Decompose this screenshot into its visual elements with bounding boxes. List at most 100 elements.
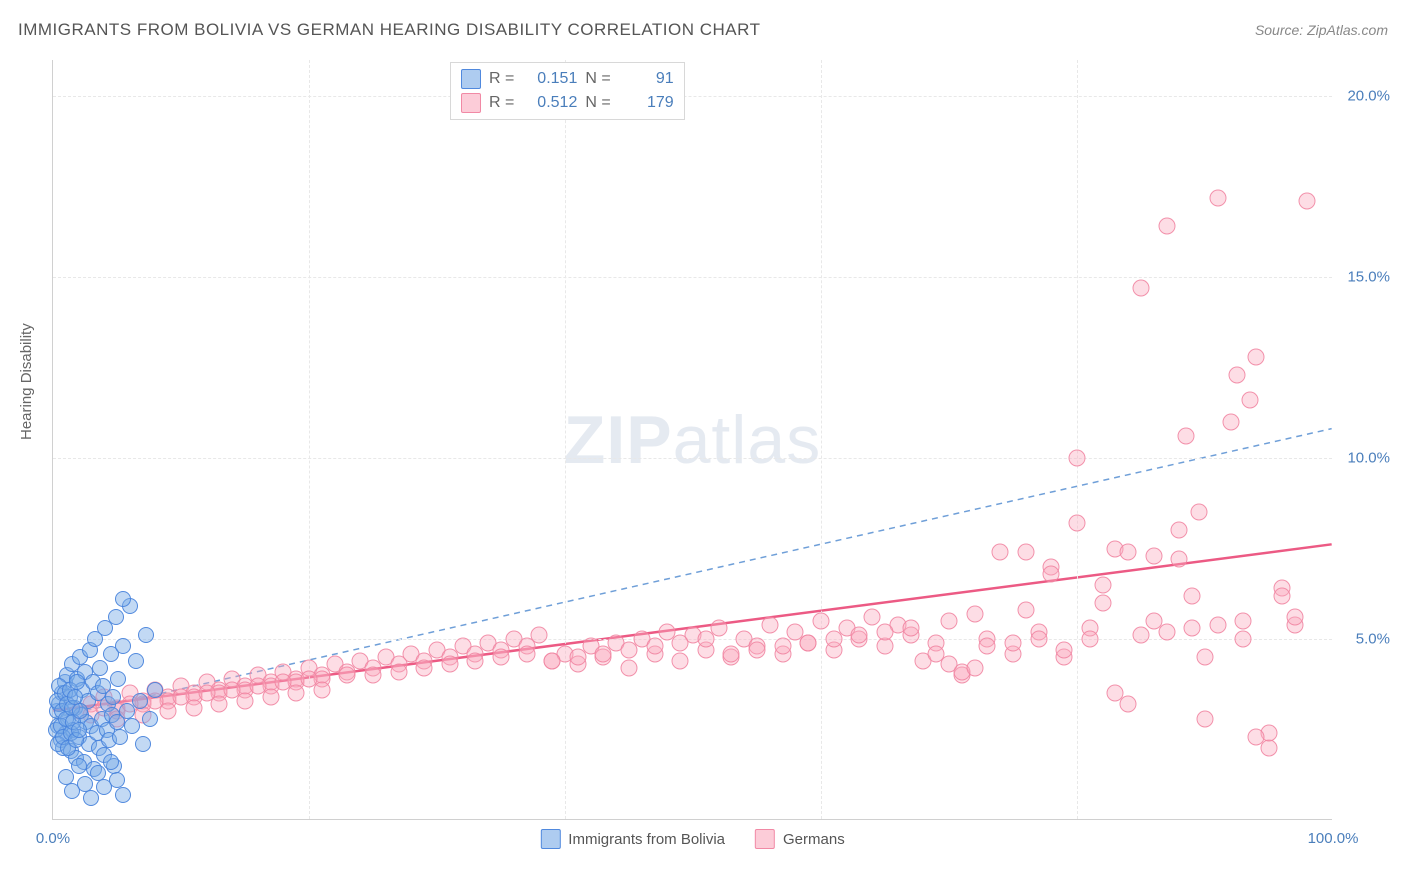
stats-row: R = 0.151 N = 91 [461,67,674,91]
y-tick-label: 5.0% [1356,631,1390,648]
scatter-point [864,609,881,626]
scatter-point [1248,348,1265,365]
gridline-vertical [309,60,310,819]
scatter-point [646,638,663,655]
scatter-point [1094,594,1111,611]
scatter-point [1299,193,1316,210]
scatter-point [1145,547,1162,564]
scatter-point [825,631,842,648]
stats-legend-box: R =0.151N =91R =0.512N =179 [450,62,685,120]
legend-swatch [461,69,481,89]
y-tick-label: 15.0% [1347,269,1390,286]
legend-swatch [461,93,481,113]
scatter-point [1286,609,1303,626]
gridline-vertical [1077,60,1078,819]
gridline-vertical [565,60,566,819]
scatter-point [1273,587,1290,604]
scatter-point [493,649,510,666]
scatter-point [966,660,983,677]
scatter-point [569,649,586,666]
scatter-point [110,671,126,687]
scatter-point [1017,544,1034,561]
scatter-point [1209,189,1226,206]
scatter-point [877,638,894,655]
x-tick-label: 100.0% [1308,830,1359,847]
legend-swatch [540,829,560,849]
scatter-point [672,634,689,651]
scatter-point [416,660,433,677]
scatter-point [1229,366,1246,383]
scatter-point [115,591,131,607]
scatter-point [83,790,99,806]
scatter-point [147,682,163,698]
scatter-point [237,692,254,709]
gridline-horizontal [53,96,1332,97]
scatter-point [1177,428,1194,445]
scatter-point [595,645,612,662]
legend-label: Germans [783,831,845,848]
scatter-point [1133,627,1150,644]
scatter-point [1120,544,1137,561]
scatter-point [531,627,548,644]
legend-swatch [755,829,775,849]
scatter-point [1081,631,1098,648]
scatter-point [902,620,919,637]
scatter-point [1158,218,1175,235]
scatter-point [749,641,766,658]
scatter-point [1030,631,1047,648]
stat-n-value: 179 [619,94,674,112]
scatter-point [132,693,148,709]
scatter-point [71,722,87,738]
x-tick-label: 0.0% [36,830,70,847]
scatter-point [1184,587,1201,604]
scatter-point [1069,450,1086,467]
stat-n-label: N = [585,70,610,88]
scatter-point [672,652,689,669]
stat-r-value: 0.151 [522,70,577,88]
scatter-point [1222,413,1239,430]
scatter-point [813,612,830,629]
scatter-point [800,634,817,651]
scatter-point [1094,576,1111,593]
scatter-point [1197,710,1214,727]
scatter-point [69,674,85,690]
scatter-point [851,627,868,644]
gridline-vertical [821,60,822,819]
scatter-point [1197,649,1214,666]
scatter-point [544,652,561,669]
scatter-point [979,638,996,655]
scatter-point [1235,612,1252,629]
scatter-plot-area: ZIPatlas 5.0%10.0%15.0%20.0%0.0%100.0%Im… [52,60,1332,820]
stat-r-value: 0.512 [522,94,577,112]
scatter-point [138,627,154,643]
scatter-point [1069,515,1086,532]
y-tick-label: 20.0% [1347,88,1390,105]
scatter-point [877,623,894,640]
scatter-point [1056,641,1073,658]
chart-title: IMMIGRANTS FROM BOLIVIA VS GERMAN HEARIN… [18,20,761,40]
scatter-point [92,660,108,676]
stat-r-label: R = [489,94,514,112]
scatter-point [1184,620,1201,637]
scatter-point [105,689,121,705]
scatter-point [1107,685,1124,702]
scatter-point [185,699,202,716]
stat-r-label: R = [489,70,514,88]
scatter-point [1248,728,1265,745]
scatter-point [262,688,279,705]
scatter-point [313,681,330,698]
y-tick-label: 10.0% [1347,450,1390,467]
scatter-point [467,652,484,669]
scatter-point [71,758,87,774]
watermark: ZIPatlas [564,401,821,479]
scatter-point [112,729,128,745]
chart-header: IMMIGRANTS FROM BOLIVIA VS GERMAN HEARIN… [18,20,1388,40]
scatter-point [1190,504,1207,521]
scatter-point [211,696,228,713]
scatter-point [966,605,983,622]
stat-n-value: 91 [619,70,674,88]
scatter-point [135,736,151,752]
scatter-point [621,660,638,677]
scatter-point [941,612,958,629]
scatter-point [1158,623,1175,640]
